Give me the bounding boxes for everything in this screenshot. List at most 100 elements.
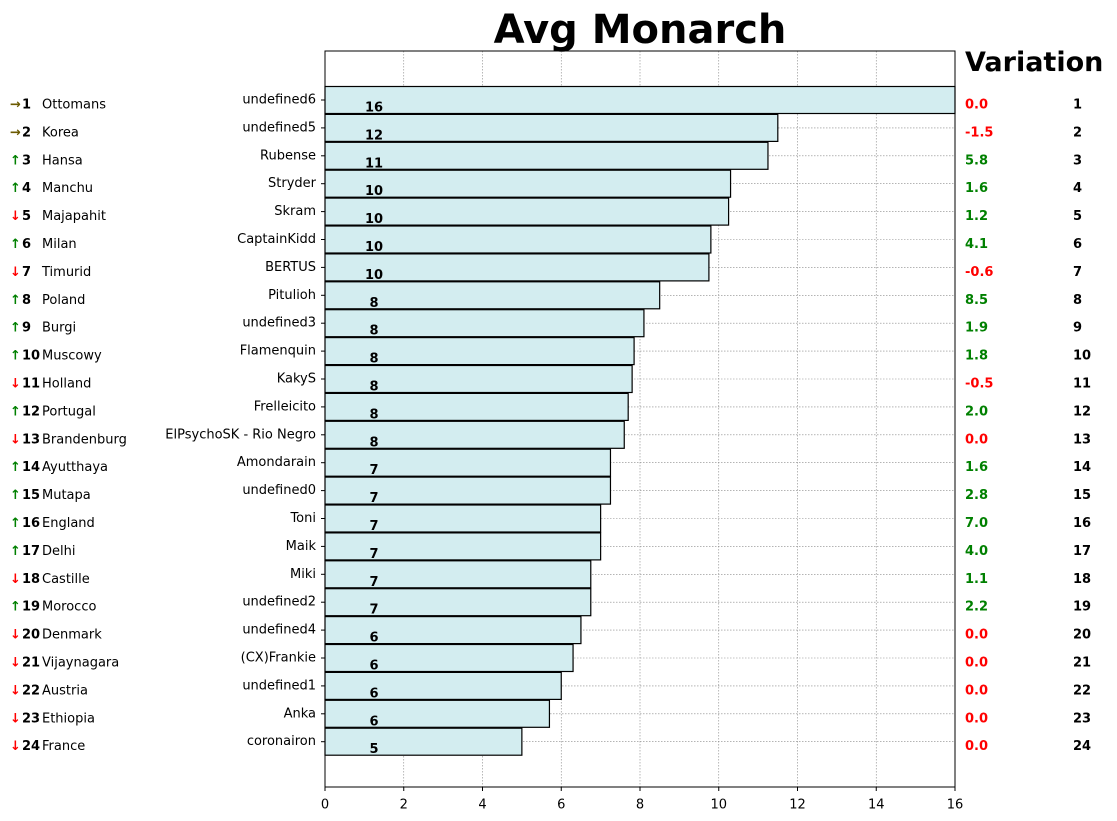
trend-arrow: →: [10, 125, 21, 140]
bar-value-label: 8: [369, 352, 378, 367]
variation-value: 0.0: [965, 739, 988, 754]
right-rank: 21: [1073, 656, 1091, 671]
category-label: undefined2: [242, 595, 316, 610]
right-rank: 16: [1073, 516, 1091, 531]
trend-arrow: ↓: [10, 432, 21, 447]
left-rank: 7: [22, 265, 31, 280]
trend-arrow: ↑: [10, 349, 21, 364]
right-rank: 3: [1073, 153, 1082, 168]
trend-arrow: ↓: [10, 711, 21, 726]
bar-value-label: 7: [369, 491, 378, 506]
bar: [324, 169, 732, 198]
country-name: Vijaynagara: [42, 656, 119, 671]
country-name: Mutapa: [42, 488, 91, 503]
right-rank: 8: [1073, 293, 1082, 308]
country-name: Hansa: [42, 153, 83, 168]
variation-value: 4.0: [965, 544, 988, 559]
bar: [324, 309, 645, 338]
country-name: Denmark: [42, 628, 102, 643]
category-label: Skram: [274, 204, 316, 219]
variation-value: 0.0: [965, 683, 988, 698]
bar: [324, 671, 562, 701]
left-rank: 23: [22, 711, 40, 726]
category-label: undefined4: [242, 623, 316, 638]
variation-value: 1.8: [965, 349, 988, 364]
variation-value: 1.9: [965, 321, 988, 336]
bar: [324, 727, 523, 756]
category-label: Anka: [284, 706, 316, 721]
bar-value-label: 8: [369, 324, 378, 339]
right-rank: 24: [1073, 739, 1091, 754]
trend-arrow: ↓: [10, 739, 21, 754]
trend-arrow: ↑: [10, 321, 21, 336]
country-name: Majapahit: [42, 209, 106, 224]
right-rank: 15: [1073, 488, 1091, 503]
bar-value-label: 6: [369, 631, 378, 646]
bar-value-label: 10: [365, 268, 383, 283]
right-rank: 18: [1073, 572, 1091, 587]
left-rank: 10: [22, 349, 40, 364]
x-tick-label: 12: [789, 798, 806, 813]
variation-value: 1.2: [965, 209, 988, 224]
variation-value: 0.0: [965, 98, 988, 113]
country-name: Muscowy: [42, 349, 102, 364]
left-rank: 16: [22, 516, 40, 531]
bar-value-label: 8: [369, 380, 378, 395]
category-label: undefined0: [242, 483, 316, 498]
country-name: Brandenburg: [42, 432, 127, 447]
bar-value-label: 12: [365, 128, 383, 143]
left-rank: 1: [22, 98, 31, 113]
right-rank: 20: [1073, 628, 1091, 643]
country-name: Timurid: [41, 265, 91, 280]
variation-value: 4.1: [965, 237, 988, 252]
right-rank: 7: [1073, 265, 1082, 280]
bar-value-label: 11: [365, 156, 383, 171]
variation-value: 2.0: [965, 404, 988, 419]
bar: [324, 197, 730, 226]
trend-arrow: ↑: [10, 544, 21, 559]
bar-value-label: 8: [369, 407, 378, 422]
country-name: Korea: [42, 125, 79, 140]
country-name: Ethiopia: [42, 711, 95, 726]
trend-arrow: ↓: [10, 656, 21, 671]
bar: [324, 448, 612, 477]
bar: [324, 364, 633, 394]
bar-value-label: 7: [369, 463, 378, 478]
bar: [324, 113, 779, 143]
right-rank: 19: [1073, 600, 1091, 615]
country-name: Austria: [42, 683, 88, 698]
category-label: Miki: [290, 567, 316, 582]
category-label: coronairon: [247, 734, 316, 749]
left-rank: 6: [22, 237, 31, 252]
bar-value-label: 5: [369, 742, 378, 757]
trend-arrow: ↑: [10, 293, 21, 308]
bar: [324, 85, 956, 115]
right-rank: 6: [1073, 237, 1082, 252]
variation-value: 0.0: [965, 656, 988, 671]
left-rank: 14: [22, 460, 40, 475]
trend-arrow: ↓: [10, 628, 21, 643]
right-rank: 1: [1073, 98, 1082, 113]
country-name: Delhi: [42, 544, 75, 559]
left-rank: 19: [22, 600, 40, 615]
variation-value: 2.2: [965, 600, 988, 615]
trend-arrow: ↑: [10, 460, 21, 475]
trend-arrow: ↑: [10, 181, 21, 196]
bar: [324, 588, 592, 617]
variation-value: 2.8: [965, 488, 988, 503]
category-label: Stryder: [268, 176, 317, 191]
right-rank: 17: [1073, 544, 1091, 559]
category-label: (CX)Frankie: [241, 651, 316, 666]
left-rank: 4: [22, 181, 31, 196]
left-rank: 17: [22, 544, 40, 559]
right-rank: 9: [1073, 321, 1082, 336]
bar-value-label: 6: [369, 686, 378, 701]
left-rank: 3: [22, 153, 31, 168]
left-rank: 5: [22, 209, 31, 224]
bar: [324, 337, 635, 366]
bar-value-label: 7: [369, 519, 378, 534]
category-label: undefined5: [242, 120, 316, 135]
trend-arrow: →: [10, 98, 21, 113]
x-tick-label: 2: [400, 798, 408, 813]
country-name: Holland: [42, 377, 91, 392]
